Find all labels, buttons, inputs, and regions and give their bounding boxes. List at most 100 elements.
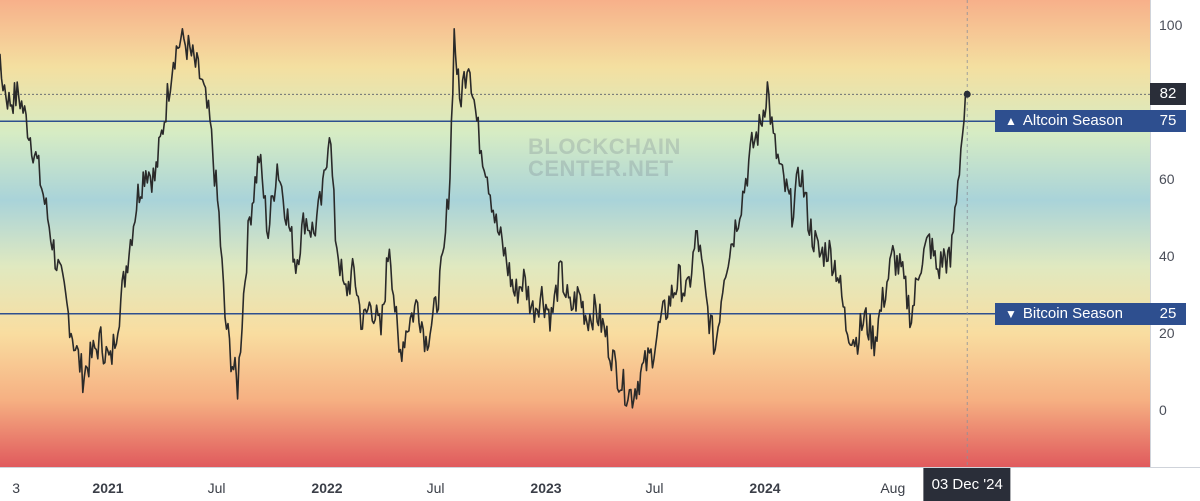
data-point [45,209,47,211]
data-point [659,324,661,326]
data-point [36,163,38,165]
data-point [100,340,102,342]
data-point [882,301,884,303]
data-point [650,355,652,357]
data-point [258,155,260,157]
x-tick-label: Jul [207,480,226,496]
data-point [380,332,382,334]
data-point [808,224,810,226]
data-point [766,86,768,88]
bitcoin-threshold-value: 25 [1150,302,1186,325]
data-point [435,309,437,311]
data-point [873,340,875,342]
data-point [955,193,957,195]
data-point [678,278,680,280]
time-axis[interactable]: 3 2021 Jul 2022 Jul 2023 Jul 2024 Aug 03 Dec '24 [0,467,1200,501]
data-point [595,309,597,311]
x-tick-label: 2022 [311,480,343,496]
current-value-dot[interactable] [963,90,971,98]
bitcoin-season-label: ▼ Bitcoin Season [995,302,1150,325]
data-point [486,170,488,172]
data-point [569,309,571,311]
data-point [468,55,470,57]
data-point [406,324,408,326]
data-point [819,255,821,257]
x-tick-label: 3 [12,480,21,496]
data-point [523,278,525,280]
y-tick-label: 40 [1159,248,1175,264]
data-point [425,340,427,342]
data-point [190,55,192,57]
current-value-tag: 82 [1150,83,1186,106]
data-point [837,270,839,272]
data-point [705,301,707,303]
triangle-down-icon: ▼ [1005,306,1017,321]
data-point [781,178,783,180]
data-point [209,124,211,126]
data-point [631,394,633,396]
data-point [27,124,29,126]
data-point [961,132,963,134]
data-point [230,355,232,357]
data-point [172,55,174,57]
data-point [541,294,543,296]
data-point [91,355,93,357]
data-point [109,363,111,365]
data-point [800,170,802,172]
data-point [388,240,390,242]
data-point [343,294,345,296]
data-point [550,317,552,319]
data-point [313,232,315,234]
data-point [772,140,774,142]
data-point [910,317,912,319]
data-point [937,270,939,272]
data-point [200,78,202,80]
watermark-line-1: BLOCKCHAIN [528,134,681,159]
data-point [18,93,20,95]
altcoin-index-line [0,28,968,409]
data-point [145,166,147,168]
data-point [243,294,245,296]
chart-plot-area[interactable]: BLOCKCHAIN CENTER.NET [0,0,1150,467]
x-tick-label: 2023 [530,480,562,496]
data-point [276,163,278,165]
data-point [8,101,10,103]
data-point [687,294,689,296]
data-point [449,170,451,172]
x-tick-label: 2024 [749,480,781,496]
price-axis[interactable]: 0 20 40 60 100 [1150,0,1200,467]
watermark-logo: BLOCKCHAIN CENTER.NET [528,136,681,180]
chart-background [0,0,1150,467]
chart-svg [0,0,1150,467]
data-point [73,340,75,342]
data-point [855,340,857,342]
data-point [163,116,165,118]
data-point [249,217,251,219]
x-tick-label: 2021 [92,480,124,496]
data-point [532,309,534,311]
data-point [928,240,930,242]
data-point [742,193,744,195]
data-point [453,32,455,34]
data-point [900,270,902,272]
x-tick-label: Jul [426,480,445,496]
data-point [696,232,698,234]
data-point [751,147,753,149]
data-point [459,101,461,103]
data-point [495,224,497,226]
data-point [943,255,945,257]
data-point [328,124,330,126]
data-point [218,217,220,219]
data-point [54,255,56,257]
data-point [714,347,716,349]
data-point [443,255,445,257]
triangle-up-icon: ▲ [1005,114,1017,129]
data-point [398,355,400,357]
data-point [322,193,324,195]
data-point [237,386,239,388]
data-point [154,178,156,180]
data-point [578,294,580,296]
data-point [827,247,829,249]
data-point [137,193,139,195]
data-point [267,232,269,234]
